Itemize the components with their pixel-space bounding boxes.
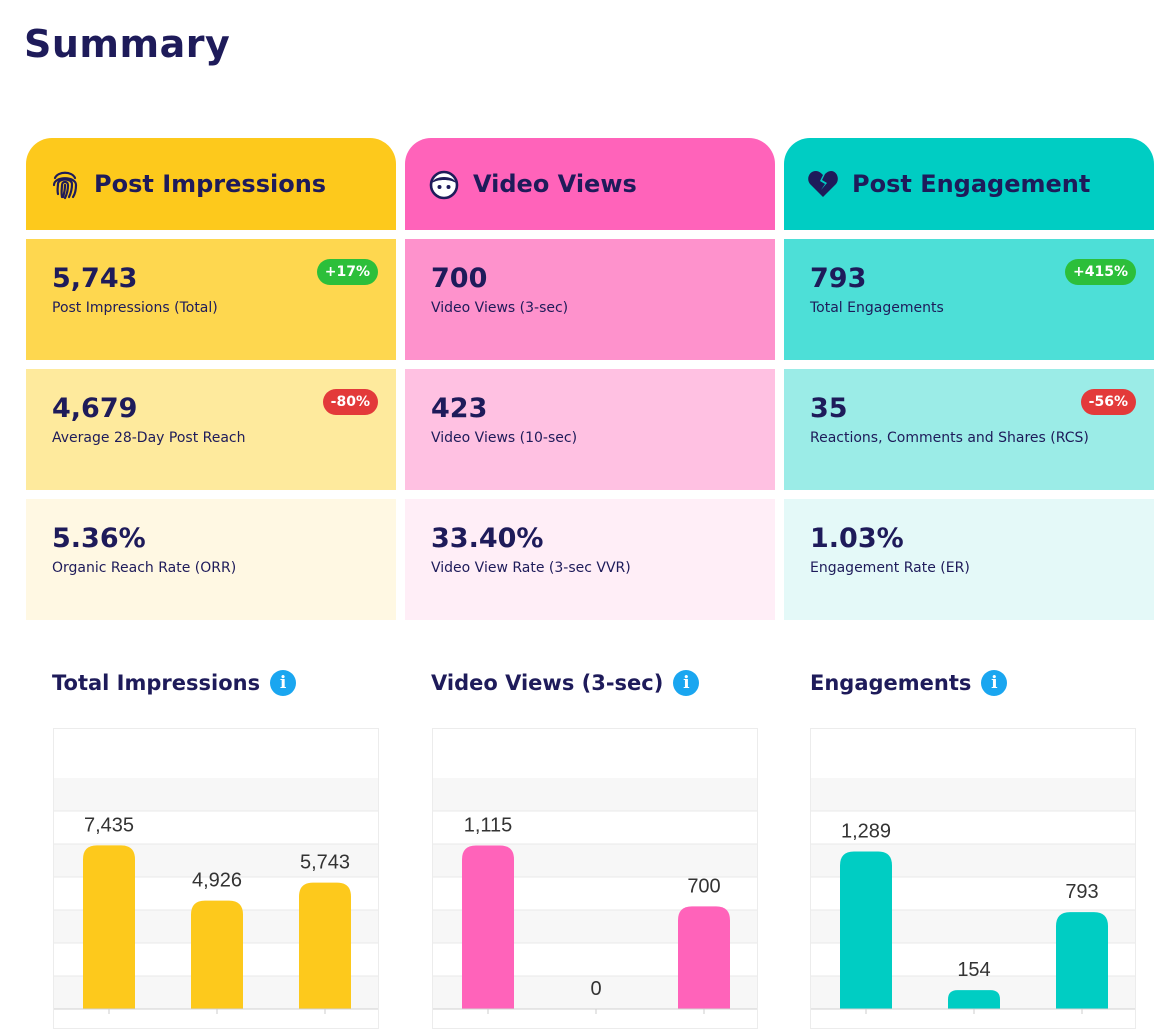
bar[interactable] xyxy=(462,845,514,1009)
engagements-chart-svg: 1,289 154 793 xyxy=(811,778,1135,1014)
metric-label: Post Impressions (Total) xyxy=(52,300,218,316)
grid-band xyxy=(811,778,1135,811)
info-icon[interactable]: i xyxy=(981,670,1008,696)
bar[interactable] xyxy=(1056,912,1108,1009)
face-icon xyxy=(427,167,461,201)
info-icon[interactable]: i xyxy=(270,670,297,696)
metric-post-impressions-total: 5,743 Post Impressions (Total) +17% xyxy=(26,239,396,360)
trend-badge-down: -80% xyxy=(322,389,378,415)
metric-video-views-10sec: 423 Video Views (10-sec) xyxy=(405,369,775,490)
metric-label: Video Views (10-sec) xyxy=(431,430,578,446)
chart-title-total-impressions: Total Impressions i xyxy=(52,670,297,696)
post-engagement-title: Post Engagement xyxy=(852,170,1091,198)
metric-label: Average 28-Day Post Reach xyxy=(52,430,246,446)
trend-badge-up: +415% xyxy=(1065,259,1136,285)
video-views-chart-svg: 1,115 0 700 xyxy=(433,778,757,1014)
bar[interactable] xyxy=(678,906,730,1009)
bar-value-label: 1,115 xyxy=(464,814,513,836)
bar-value-label: 7,435 xyxy=(84,814,134,836)
engagements-chart: 1,289 154 793 xyxy=(810,728,1136,1029)
metric-organic-reach-rate: 5.36% Organic Reach Rate (ORR) xyxy=(26,499,396,620)
grid-band xyxy=(54,778,378,811)
info-icon[interactable]: i xyxy=(673,670,700,696)
fingerprint-icon xyxy=(48,167,82,201)
video-views-header: Video Views xyxy=(405,138,775,230)
chart-title-text: Engagements xyxy=(810,671,972,695)
bar-value-label: 1,289 xyxy=(841,820,891,842)
metric-average-post-reach: 4,679 Average 28-Day Post Reach -80% xyxy=(26,369,396,490)
post-impressions-card: Post Impressions 5,743 Post Impressions … xyxy=(26,138,396,620)
metric-value: 35 xyxy=(810,393,848,424)
metric-value: 4,679 xyxy=(52,393,138,424)
metric-video-views-3sec: 700 Video Views (3-sec) xyxy=(405,239,775,360)
metric-video-view-rate: 33.40% Video View Rate (3-sec VVR) xyxy=(405,499,775,620)
metric-label: Engagement Rate (ER) xyxy=(810,560,970,576)
chart-title-text: Video Views (3-sec) xyxy=(431,671,664,695)
broken-heart-icon xyxy=(806,167,840,201)
bar-value-label: 5,743 xyxy=(300,852,350,874)
metric-value: 5.36% xyxy=(52,523,146,554)
bar-value-label: 154 xyxy=(957,959,990,981)
video-views-chart: 1,115 0 700 xyxy=(432,728,758,1029)
bar-value-label: 0 xyxy=(590,978,601,1000)
metric-engagement-rate: 1.03% Engagement Rate (ER) xyxy=(784,499,1154,620)
metric-label: Video Views (3-sec) xyxy=(431,300,569,316)
metric-label: Total Engagements xyxy=(810,300,944,316)
metric-value: 5,743 xyxy=(52,263,138,294)
total-impressions-chart: 7,435 4,926 5,743 xyxy=(53,728,379,1029)
bar[interactable] xyxy=(83,845,135,1009)
bar[interactable] xyxy=(191,900,243,1009)
metric-value: 1.03% xyxy=(810,523,904,554)
metric-label: Reactions, Comments and Shares (RCS) xyxy=(810,430,1089,446)
metric-value: 33.40% xyxy=(431,523,544,554)
metric-label: Organic Reach Rate (ORR) xyxy=(52,560,237,576)
metric-label: Video View Rate (3-sec VVR) xyxy=(431,560,631,576)
chart-title-engagements: Engagements i xyxy=(810,670,1008,696)
bar-value-label: 793 xyxy=(1065,881,1098,903)
post-impressions-title: Post Impressions xyxy=(94,170,327,198)
bar[interactable] xyxy=(299,882,351,1009)
post-impressions-header: Post Impressions xyxy=(26,138,396,230)
bar[interactable] xyxy=(948,990,1000,1009)
trend-badge-up: +17% xyxy=(316,259,378,285)
chart-title-text: Total Impressions xyxy=(52,671,261,695)
total-impressions-chart-svg: 7,435 4,926 5,743 xyxy=(54,778,378,1014)
page-title: Summary xyxy=(24,22,231,66)
bar-value-label: 4,926 xyxy=(192,870,242,892)
post-engagement-header: Post Engagement xyxy=(784,138,1154,230)
grid-band xyxy=(433,778,757,811)
metric-value: 700 xyxy=(431,263,488,294)
metric-reactions-comments-shares: 35 Reactions, Comments and Shares (RCS) … xyxy=(784,369,1154,490)
chart-title-video-views: Video Views (3-sec) i xyxy=(431,670,700,696)
video-views-title: Video Views xyxy=(473,170,637,198)
metric-total-engagements: 793 Total Engagements +415% xyxy=(784,239,1154,360)
metric-value: 793 xyxy=(810,263,867,294)
bar-value-label: 700 xyxy=(687,875,720,897)
trend-badge-down: -56% xyxy=(1080,389,1136,415)
bar[interactable] xyxy=(840,851,892,1009)
metric-value: 423 xyxy=(431,393,488,424)
video-views-card: Video Views 700 Video Views (3-sec) 423 … xyxy=(405,138,775,620)
post-engagement-card: Post Engagement 793 Total Engagements +4… xyxy=(784,138,1154,620)
